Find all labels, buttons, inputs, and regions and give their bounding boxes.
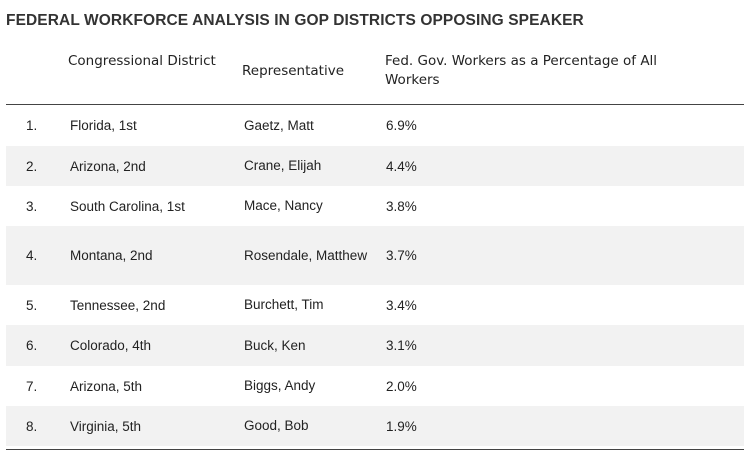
table-row: 2. Arizona, 2nd Crane, Elijah 4.4% <box>6 146 744 186</box>
row-rank: 8. <box>26 418 38 434</box>
row-rank: 5. <box>26 297 38 313</box>
row-rank: 3. <box>26 198 38 214</box>
row-rank: 6. <box>26 338 38 353</box>
table-title: FEDERAL WORKFORCE ANALYSIS IN GOP DISTRI… <box>6 12 584 29</box>
row-representative: Biggs, Andy <box>244 378 316 393</box>
row-representative: Gaetz, Matt <box>244 117 314 133</box>
row-district: Virginia, 5th <box>70 418 142 434</box>
row-percentage: 2.0% <box>386 378 417 394</box>
table-row: 7. Arizona, 5th Biggs, Andy 2.0% <box>6 366 744 406</box>
table-row: 5. Tennessee, 2nd Burchett, Tim 3.4% <box>6 285 744 325</box>
row-representative: Good, Bob <box>244 418 309 433</box>
row-district: Colorado, 4th <box>70 338 152 353</box>
row-percentage: 4.4% <box>386 158 417 174</box>
row-representative: Mace, Nancy <box>244 198 323 213</box>
table-body: 1. Florida, 1st Gaetz, Matt 6.9% 2. Arizona, … <box>6 105 744 446</box>
row-representative: Rosendale, Matthew <box>244 247 368 263</box>
table-bottom-divider <box>6 449 744 450</box>
row-district: Arizona, 5th <box>70 378 143 394</box>
row-representative: Crane, Elijah <box>244 158 322 173</box>
header-divider <box>6 104 744 105</box>
row-rank: 1. <box>26 118 38 133</box>
row-percentage: 3.8% <box>386 198 417 214</box>
row-district: South Carolina, 1st <box>70 198 185 214</box>
row-district: Florida, 1st <box>70 118 137 133</box>
table-row: 3. South Carolina, 1st Mace, Nancy 3.8% <box>6 186 744 226</box>
row-district: Tennessee, 2nd <box>70 297 166 313</box>
table-row: 8. Virginia, 5th Good, Bob 1.9% <box>6 406 744 446</box>
header-fed-workers-percentage: Fed. Gov. Workers as a Percentage of All… <box>385 53 658 88</box>
table-row: 6. Colorado, 4th Buck, Ken 3.1% <box>6 325 744 366</box>
row-district: Montana, 2nd <box>70 248 153 263</box>
row-percentage: 6.9% <box>386 118 417 133</box>
table-row: 1. Florida, 1st Gaetz, Matt 6.9% <box>6 105 744 146</box>
row-district: Arizona, 2nd <box>70 158 146 174</box>
row-percentage: 1.9% <box>386 418 417 434</box>
row-representative: Burchett, Tim <box>244 297 324 312</box>
row-percentage: 3.1% <box>386 338 417 353</box>
header-congressional-district: Congressional District <box>68 53 216 69</box>
header-representative: Representative <box>242 63 345 79</box>
row-percentage: 3.7% <box>386 248 417 263</box>
row-rank: 7. <box>26 378 38 394</box>
row-percentage: 3.4% <box>386 297 417 313</box>
row-rank: 4. <box>26 248 38 263</box>
row-representative: Buck, Ken <box>244 337 306 353</box>
row-rank: 2. <box>26 158 38 174</box>
table-row: 4. Montana, 2nd Rosendale, Matthew 3.7% <box>6 226 744 285</box>
